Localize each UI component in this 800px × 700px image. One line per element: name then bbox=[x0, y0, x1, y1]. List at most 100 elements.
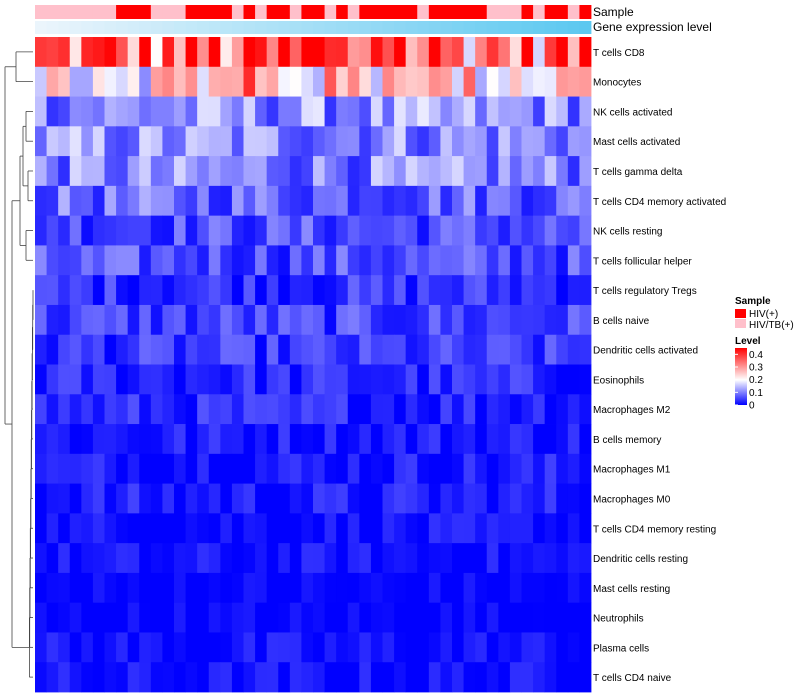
heatmap-cell bbox=[370, 156, 383, 187]
heatmap-cell bbox=[301, 483, 314, 514]
heatmap-cell bbox=[266, 364, 279, 395]
heatmap-cell bbox=[185, 602, 198, 633]
heatmap-cell bbox=[486, 215, 499, 246]
expression-annotation-cell bbox=[347, 21, 360, 34]
heatmap-cell bbox=[509, 126, 522, 157]
heatmap-cell bbox=[266, 543, 279, 574]
sample-annotation-cell bbox=[428, 5, 441, 19]
heatmap-cell bbox=[150, 543, 163, 574]
heatmap-cell bbox=[197, 66, 210, 97]
heatmap-cell bbox=[567, 572, 580, 604]
heatmap-cell bbox=[498, 215, 511, 246]
heatmap-cell bbox=[162, 245, 175, 276]
heatmap-cell bbox=[104, 513, 117, 544]
heatmap-cell bbox=[498, 394, 511, 425]
expression-annotation-cell bbox=[58, 21, 71, 34]
heatmap-cell bbox=[394, 156, 407, 187]
heatmap-cell bbox=[428, 275, 441, 306]
heatmap-cell bbox=[463, 483, 476, 514]
heatmap-cell bbox=[347, 185, 360, 217]
heatmap-cell bbox=[104, 275, 117, 306]
heatmap-cell bbox=[313, 453, 325, 484]
heatmap-cell bbox=[440, 96, 453, 127]
heatmap-cell bbox=[417, 662, 430, 693]
heatmap-cell bbox=[150, 602, 163, 633]
heatmap-cell bbox=[197, 394, 210, 425]
heatmap-cell bbox=[92, 96, 105, 127]
heatmap-cell bbox=[417, 424, 430, 455]
heatmap-cell bbox=[313, 96, 325, 127]
heatmap-cell bbox=[498, 156, 511, 187]
heatmap-cell bbox=[359, 275, 372, 306]
heatmap-cell bbox=[69, 156, 82, 187]
heatmap-cell bbox=[509, 483, 522, 514]
heatmap-cell bbox=[370, 96, 383, 127]
heatmap-cell bbox=[289, 275, 302, 306]
heatmap-cell bbox=[313, 334, 325, 365]
heatmap-cell bbox=[440, 304, 453, 336]
heatmap-cell bbox=[405, 96, 418, 127]
heatmap-cell bbox=[220, 37, 233, 68]
heatmap-cell bbox=[475, 156, 488, 187]
heatmap-cell bbox=[208, 543, 221, 574]
heatmap-cell bbox=[220, 394, 233, 425]
heatmap-cell bbox=[139, 185, 152, 217]
heatmap-cell bbox=[35, 66, 47, 97]
heatmap-cell bbox=[417, 275, 430, 306]
heatmap-cell bbox=[394, 394, 407, 425]
heatmap-cell bbox=[417, 215, 430, 246]
heatmap-cell bbox=[35, 543, 47, 574]
heatmap-cell bbox=[521, 572, 534, 604]
heatmap-cell bbox=[289, 513, 302, 544]
sample-annotation-cell bbox=[301, 5, 314, 19]
sample-track-label: Sample bbox=[593, 5, 634, 19]
heatmap-cell bbox=[521, 483, 534, 514]
heatmap-cell bbox=[544, 394, 557, 425]
heatmap-cell bbox=[231, 37, 244, 68]
heatmap-cell bbox=[382, 96, 395, 127]
heatmap-cell bbox=[486, 483, 499, 514]
heatmap-cell bbox=[69, 126, 82, 157]
heatmap-cell bbox=[544, 185, 557, 217]
heatmap-cell bbox=[35, 662, 47, 693]
heatmap-cell bbox=[579, 304, 592, 336]
heatmap-cell bbox=[127, 662, 140, 693]
heatmap-cell bbox=[104, 662, 117, 693]
heatmap-cell bbox=[533, 304, 546, 336]
heatmap-cell bbox=[208, 632, 221, 663]
heatmap-cell bbox=[278, 483, 291, 514]
heatmap-cell bbox=[150, 37, 163, 68]
expression-annotation-cell bbox=[544, 21, 557, 34]
heatmap-cell bbox=[220, 662, 233, 693]
heatmap-cell bbox=[162, 602, 175, 633]
heatmap-cell bbox=[220, 424, 233, 455]
heatmap-cell bbox=[521, 215, 534, 246]
heatmap-cell bbox=[104, 245, 117, 276]
heatmap-cell bbox=[498, 453, 511, 484]
heatmap-cell bbox=[174, 334, 186, 365]
heatmap-cell bbox=[220, 245, 233, 276]
heatmap-cell bbox=[46, 185, 59, 217]
heatmap-cell bbox=[475, 126, 488, 157]
heatmap-cell bbox=[533, 66, 546, 97]
heatmap-cell bbox=[440, 453, 453, 484]
heatmap-cell bbox=[521, 424, 534, 455]
heatmap-cell bbox=[533, 394, 546, 425]
legend-swatch-hivtb bbox=[735, 319, 746, 328]
heatmap-cell bbox=[301, 96, 314, 127]
heatmap-cell bbox=[220, 364, 233, 395]
heatmap-cell bbox=[486, 245, 499, 276]
heatmap-cell bbox=[208, 304, 221, 336]
heatmap-cell bbox=[139, 453, 152, 484]
heatmap-cell bbox=[347, 453, 360, 484]
heatmap-cell bbox=[139, 424, 152, 455]
heatmap-cell bbox=[452, 185, 464, 217]
heatmap-cell bbox=[81, 126, 94, 157]
heatmap-cell bbox=[162, 424, 175, 455]
expression-annotation-cell bbox=[382, 21, 395, 34]
heatmap-cell bbox=[533, 662, 546, 693]
heatmap-cell bbox=[127, 483, 140, 514]
heatmap-cell bbox=[278, 245, 291, 276]
heatmap-cell bbox=[266, 245, 279, 276]
heatmap-cell bbox=[278, 66, 291, 97]
